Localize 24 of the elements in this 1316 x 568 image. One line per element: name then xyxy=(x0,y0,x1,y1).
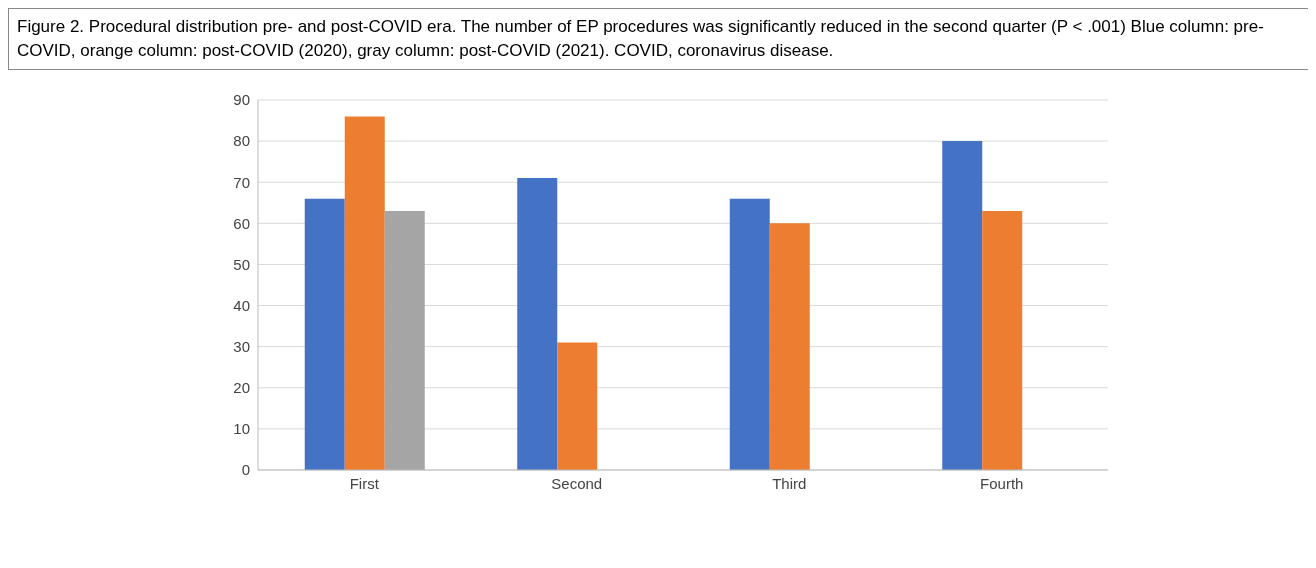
bar xyxy=(517,178,558,470)
y-tick-label: 70 xyxy=(233,173,250,191)
bar xyxy=(304,198,345,470)
chart-title: Figure 2. Procedural distribution pre- and post-COVID era. The number of EP procedures was significantly reduced in the second quarter (P < .001) Blue column: pre-COVID, orange column: post-COVID (2020), gray column: post-COVID (2021). COVID, coronavirus disease. xyxy=(8,8,1308,70)
y-tick-label: 40 xyxy=(233,296,250,314)
x-tick-label: Second xyxy=(551,474,603,492)
y-tick-label: 10 xyxy=(233,420,250,438)
y-tick-label: 30 xyxy=(233,337,250,355)
y-tick-label: 50 xyxy=(233,255,250,273)
bar xyxy=(557,342,598,470)
x-tick-label: Third xyxy=(772,474,807,492)
y-tick-label: 20 xyxy=(233,379,250,397)
bar xyxy=(982,211,1023,470)
y-tick-label: 90 xyxy=(233,91,250,109)
y-tick-label: 60 xyxy=(233,214,250,232)
y-tick-label: 0 xyxy=(241,461,250,479)
bar xyxy=(384,211,425,470)
x-tick-label: First xyxy=(349,474,380,492)
bar xyxy=(344,116,385,470)
bar xyxy=(729,198,770,470)
bar xyxy=(942,141,983,470)
bar xyxy=(769,223,810,470)
x-tick-label: Fourth xyxy=(980,474,1024,492)
y-tick-label: 80 xyxy=(233,132,250,150)
